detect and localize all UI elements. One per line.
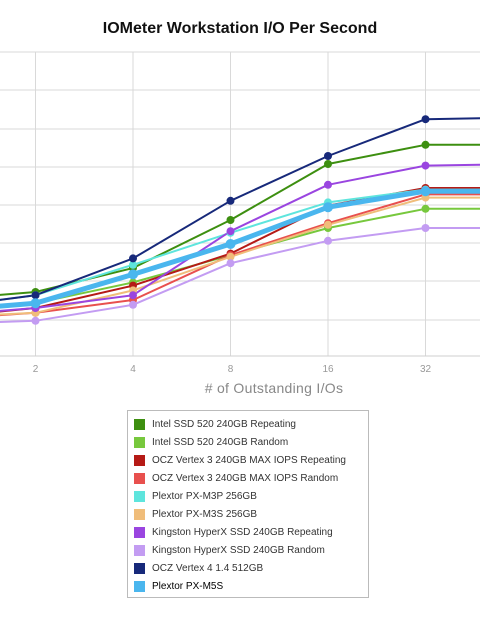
- legend-label: Plextor PX-M3P 256GB: [152, 490, 257, 502]
- legend-swatch: [134, 472, 145, 484]
- legend-entry: Plextor PX-M3S 256GB: [134, 505, 368, 523]
- data-point: [421, 161, 430, 170]
- data-point: [421, 204, 430, 213]
- legend-entry: Kingston HyperX SSD 240GB Random: [134, 541, 368, 559]
- chart-legend: Intel SSD 520 240GB Repeating Intel SSD 5…: [127, 410, 369, 598]
- legend-swatch: [134, 418, 145, 430]
- legend-label: OCZ Vertex 3 240GB MAX IOPS Random: [152, 472, 339, 484]
- legend-swatch: [134, 436, 145, 448]
- data-point: [226, 252, 235, 261]
- series-lines: [0, 117, 480, 323]
- data-point: [421, 224, 430, 232]
- chart-title: IOMeter Workstation I/O Per Second: [102, 20, 378, 37]
- data-point: [420, 186, 431, 197]
- data-point: [324, 236, 332, 245]
- x-axis-label: # of Outstanding I/Os: [204, 380, 344, 396]
- legend-swatch: [134, 580, 145, 592]
- legend-entry: Plextor PX-M5S: [134, 577, 368, 595]
- legend-swatch: [134, 508, 145, 520]
- data-point: [421, 140, 430, 149]
- legend-label: OCZ Vertex 3 240GB MAX IOPS Repeating: [152, 454, 346, 466]
- line-chart-plot: 2 4 8 16 32: [0, 51, 480, 372]
- legend-swatch: [134, 454, 145, 466]
- gridlines: [0, 51, 480, 356]
- data-point: [30, 298, 41, 309]
- data-point: [226, 259, 235, 268]
- data-point: [31, 316, 40, 325]
- data-point: [323, 202, 333, 213]
- legend-label: Plextor PX-M5S: [152, 580, 224, 592]
- data-point: [226, 196, 235, 205]
- legend-label: Intel SSD 520 240GB Repeating: [152, 418, 296, 430]
- data-point: [324, 152, 332, 160]
- legend-label: Intel SSD 520 240GB Random: [152, 436, 289, 448]
- legend-entry: OCZ Vertex 3 240GB MAX IOPS Repeating: [134, 451, 368, 469]
- data-point: [225, 239, 236, 249]
- legend-entry: OCZ Vertex 4 1.4 512GB: [134, 559, 368, 577]
- data-point: [324, 220, 332, 229]
- series-points: [30, 115, 431, 325]
- legend-entry: Kingston HyperX SSD 240GB Repeating: [134, 523, 368, 541]
- data-point: [31, 291, 40, 300]
- legend-swatch: [134, 526, 145, 538]
- legend-entry: Plextor PX-M3P 256GB: [134, 487, 368, 505]
- x-tick-labels: 2 4 8 16 32: [33, 364, 432, 372]
- legend-entry: OCZ Vertex 3 240GB MAX IOPS Random: [134, 469, 368, 487]
- x-tick-label: 8: [228, 364, 234, 372]
- data-point: [324, 160, 332, 168]
- x-tick-label: 2: [33, 364, 39, 372]
- data-point: [129, 254, 137, 263]
- legend-label: Kingston HyperX SSD 240GB Random: [152, 544, 325, 556]
- data-point: [226, 216, 235, 224]
- data-point: [129, 300, 137, 309]
- legend-label: OCZ Vertex 4 1.4 512GB: [152, 562, 264, 574]
- legend-entry: Intel SSD 520 240GB Repeating: [134, 415, 368, 433]
- x-tick-label: 16: [322, 364, 334, 372]
- legend-swatch: [134, 562, 145, 574]
- legend-swatch: [134, 490, 145, 502]
- legend-label: Kingston HyperX SSD 240GB Repeating: [152, 526, 333, 538]
- data-point: [226, 227, 235, 236]
- legend-swatch: [134, 544, 145, 556]
- legend-entry: Intel SSD 520 240GB Random: [134, 433, 368, 451]
- data-point: [324, 180, 332, 189]
- x-tick-label: 4: [130, 364, 136, 372]
- data-point: [128, 269, 138, 280]
- legend-label: Plextor PX-M3S 256GB: [152, 508, 258, 520]
- x-tick-label: 32: [420, 364, 432, 372]
- data-point: [421, 115, 430, 124]
- data-point: [129, 260, 137, 269]
- data-point: [129, 291, 137, 300]
